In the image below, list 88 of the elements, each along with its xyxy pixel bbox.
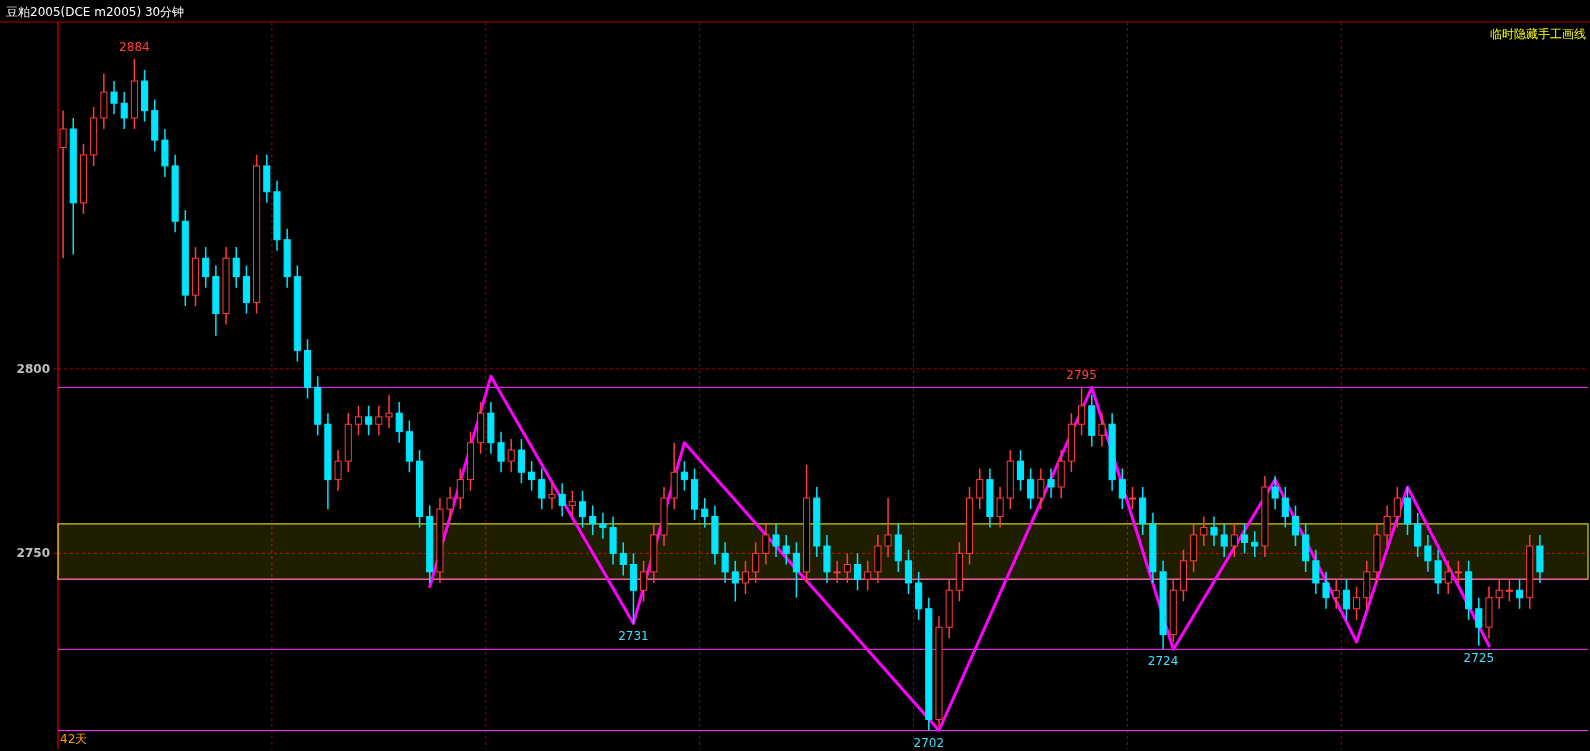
candlestick — [528, 460, 536, 492]
candlestick — [1475, 596, 1483, 647]
annotation: 2725 — [1463, 650, 1495, 665]
candlestick — [1454, 560, 1462, 584]
candlestick — [1312, 548, 1320, 595]
candlestick — [752, 541, 760, 584]
candlestick — [1281, 486, 1289, 529]
candlestick — [517, 438, 525, 485]
candlestick — [1342, 578, 1350, 621]
candlestick — [507, 438, 515, 473]
candlestick — [558, 482, 566, 518]
candlestick — [721, 541, 729, 584]
candlestick — [1414, 512, 1422, 558]
candlestick — [385, 393, 393, 429]
candlestick — [497, 430, 505, 473]
candlestick — [375, 405, 383, 437]
candlestick — [1200, 515, 1208, 547]
candlestick — [619, 541, 627, 577]
candlestick — [1027, 467, 1035, 510]
annotation: 临时隐藏手工画线 — [1490, 27, 1586, 41]
candlestick — [741, 560, 750, 595]
candlestick — [202, 246, 210, 289]
candlestick — [1271, 475, 1279, 510]
candlestick — [1444, 560, 1452, 595]
candlestick — [334, 449, 342, 492]
candlestick — [843, 552, 851, 584]
candlestick — [1332, 578, 1340, 610]
candlestick — [976, 467, 984, 510]
annotation: 2724 — [1147, 654, 1179, 669]
candlestick — [232, 246, 240, 289]
candlestick — [1078, 386, 1086, 437]
candlestick — [1353, 585, 1361, 621]
candlestick — [1210, 515, 1218, 547]
candlestick — [762, 523, 770, 566]
candlestick — [884, 497, 892, 558]
annotation: 2795 — [1066, 368, 1097, 383]
candlestick — [772, 523, 780, 558]
candlestick — [1495, 578, 1503, 610]
candlestick — [792, 541, 800, 599]
chart-title: 豆粕2005(DCE m2005) 30分钟 — [6, 5, 185, 19]
candlestick — [1240, 523, 1249, 555]
candlestick — [996, 486, 1004, 529]
candlestick — [589, 504, 597, 536]
annotation: 2884 — [119, 39, 150, 54]
candlestick — [1393, 486, 1401, 529]
annotation: 42天 — [60, 732, 88, 746]
candlestick — [1383, 504, 1391, 547]
candlestick — [446, 486, 454, 521]
candlestick — [1047, 467, 1055, 499]
candlestick — [456, 467, 464, 510]
candlestick — [782, 534, 790, 566]
candlestick — [731, 560, 739, 603]
candlestick — [1515, 578, 1524, 610]
candlestick — [110, 80, 118, 116]
candlestick — [1220, 523, 1228, 558]
candlestick — [1098, 412, 1106, 448]
candlestick — [1037, 467, 1045, 510]
candlestick — [599, 512, 607, 540]
candlestick — [395, 401, 403, 444]
candlestick — [1118, 467, 1126, 510]
y-tick-label: 2800 — [16, 361, 50, 376]
candlestick — [640, 560, 648, 603]
annotation: 2731 — [618, 628, 649, 643]
candlestick — [1434, 548, 1442, 595]
candlestick — [833, 560, 841, 584]
candlestick — [120, 91, 128, 130]
candlestick — [904, 548, 912, 595]
y-tick-label: 2750 — [16, 546, 50, 561]
candlestick — [548, 482, 556, 510]
annotation: 2702 — [913, 735, 945, 750]
candlestick — [853, 552, 862, 592]
candlestick — [1128, 486, 1137, 510]
candlestick — [701, 497, 709, 529]
candlestick — [354, 405, 363, 437]
candlestick — [1322, 571, 1330, 610]
candlestick — [1016, 449, 1025, 492]
candlestick — [538, 467, 546, 510]
candlestick — [365, 405, 373, 437]
candlestick — [568, 489, 576, 518]
candlestick — [1505, 578, 1513, 603]
candlestick — [680, 460, 688, 492]
candlestick — [1230, 523, 1238, 558]
candlestick — [1291, 504, 1300, 547]
candlestick — [578, 489, 587, 529]
candlestick — [1251, 530, 1259, 558]
candlestick — [1424, 534, 1432, 573]
candlestick — [59, 109, 67, 259]
candlestick — [864, 560, 872, 592]
